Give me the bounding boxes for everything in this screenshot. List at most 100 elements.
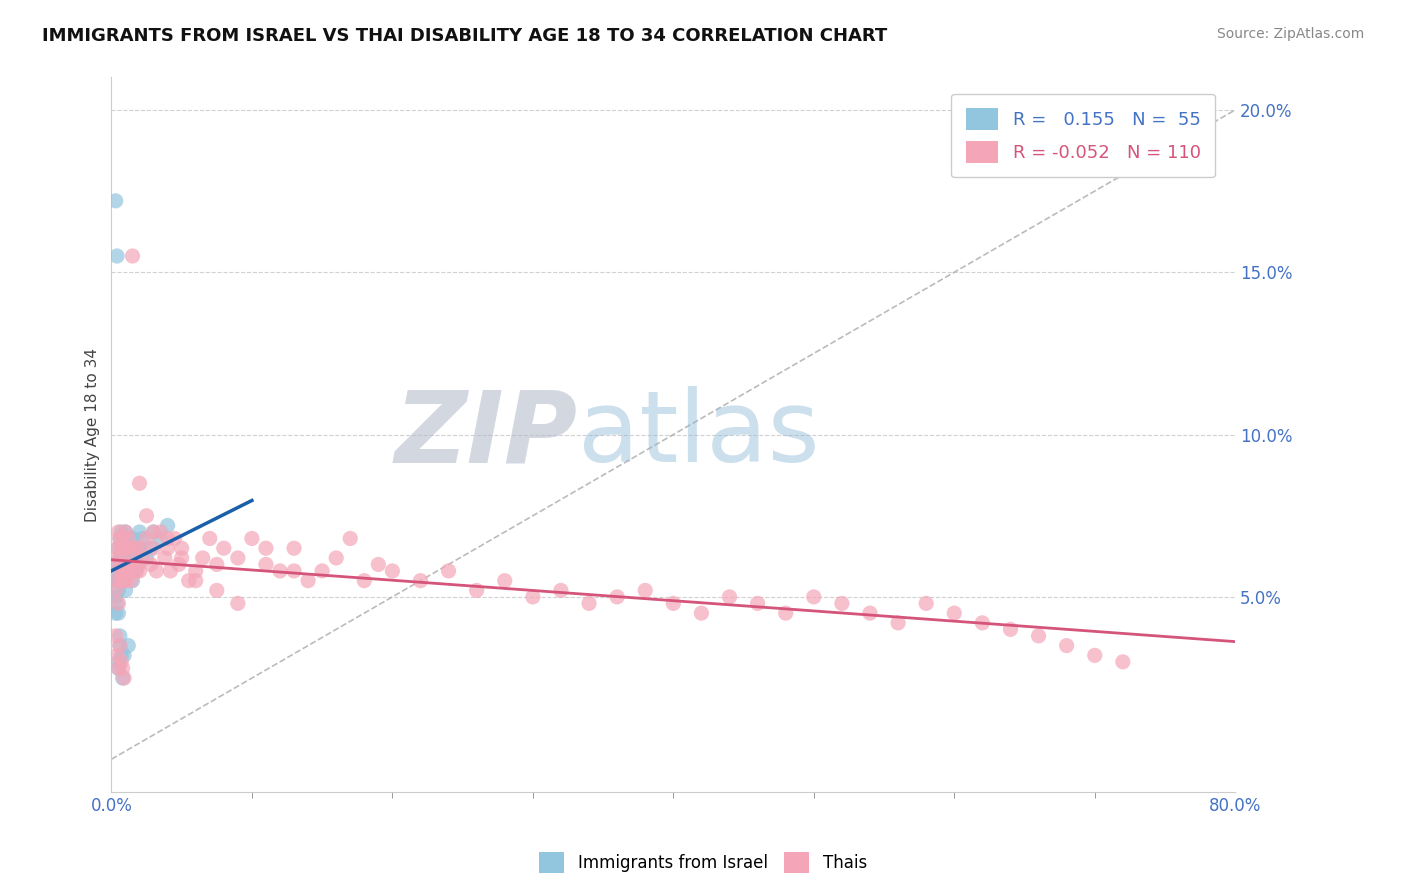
Point [118, 558, 141, 572]
Point [121, 574, 143, 588]
Point [494, 574, 516, 588]
Legend: R =   0.155   N =  55, R = -0.052   N = 110: R = 0.155 N = 55, R = -0.052 N = 110 [950, 94, 1215, 178]
Point [111, 661, 134, 675]
Point [125, 541, 148, 556]
Point [120, 574, 142, 588]
Point [121, 532, 143, 546]
Point [437, 564, 460, 578]
Point [110, 655, 132, 669]
Point [105, 596, 128, 610]
Point [409, 574, 432, 588]
Text: IMMIGRANTS FROM ISRAEL VS THAI DISABILITY AGE 18 TO 34 CORRELATION CHART: IMMIGRANTS FROM ISRAEL VS THAI DISABILIT… [42, 27, 887, 45]
Point [128, 541, 150, 556]
Point [254, 541, 277, 556]
Point [153, 550, 176, 565]
Point [107, 661, 129, 675]
Point [124, 541, 146, 556]
Point [367, 558, 389, 572]
Point [578, 596, 600, 610]
Point [297, 574, 319, 588]
Point [121, 249, 143, 263]
Point [131, 550, 153, 565]
Point [887, 615, 910, 630]
Point [115, 564, 138, 578]
Point [124, 564, 146, 578]
Point [114, 564, 136, 578]
Point [226, 550, 249, 565]
Point [1000, 623, 1022, 637]
Point [131, 532, 153, 546]
Point [117, 639, 139, 653]
Point [128, 524, 150, 539]
Point [108, 564, 131, 578]
Point [184, 574, 207, 588]
Point [128, 564, 150, 578]
Point [105, 558, 128, 572]
Point [159, 564, 181, 578]
Text: atlas: atlas [578, 386, 820, 483]
Point [184, 564, 207, 578]
Point [111, 574, 134, 588]
Point [104, 558, 127, 572]
Point [972, 615, 994, 630]
Point [283, 541, 305, 556]
Point [104, 606, 127, 620]
Point [775, 606, 797, 620]
Point [142, 524, 165, 539]
Point [226, 596, 249, 610]
Point [107, 596, 129, 610]
Point [149, 524, 172, 539]
Point [1084, 648, 1107, 663]
Point [111, 532, 134, 546]
Point [122, 550, 145, 565]
Y-axis label: Disability Age 18 to 34: Disability Age 18 to 34 [86, 348, 100, 522]
Point [339, 532, 361, 546]
Point [108, 629, 131, 643]
Point [135, 532, 157, 546]
Text: Source: ZipAtlas.com: Source: ZipAtlas.com [1216, 27, 1364, 41]
Point [135, 550, 157, 565]
Point [108, 532, 131, 546]
Point [107, 583, 129, 598]
Point [465, 583, 488, 598]
Point [105, 249, 128, 263]
Point [115, 541, 138, 556]
Point [269, 564, 291, 578]
Point [145, 564, 167, 578]
Point [122, 558, 145, 572]
Point [205, 558, 228, 572]
Point [325, 550, 347, 565]
Point [110, 548, 132, 562]
Point [718, 590, 741, 604]
Point [117, 564, 139, 578]
Point [105, 574, 128, 588]
Point [104, 590, 127, 604]
Point [108, 639, 131, 653]
Point [205, 583, 228, 598]
Point [114, 574, 136, 588]
Point [606, 590, 628, 604]
Point [117, 564, 139, 578]
Point [191, 550, 214, 565]
Point [353, 574, 375, 588]
Point [142, 524, 165, 539]
Point [108, 550, 131, 565]
Point [1112, 655, 1135, 669]
Point [107, 550, 129, 565]
Point [111, 671, 134, 685]
Point [381, 564, 404, 578]
Point [117, 532, 139, 546]
Point [135, 508, 157, 523]
Point [111, 564, 134, 578]
Point [163, 532, 186, 546]
Point [1028, 629, 1050, 643]
Point [107, 564, 129, 578]
Point [943, 606, 966, 620]
Point [859, 606, 882, 620]
Point [127, 558, 149, 572]
Point [634, 583, 657, 598]
Point [114, 583, 136, 598]
Point [107, 661, 129, 675]
Point [110, 524, 132, 539]
Point [254, 558, 277, 572]
